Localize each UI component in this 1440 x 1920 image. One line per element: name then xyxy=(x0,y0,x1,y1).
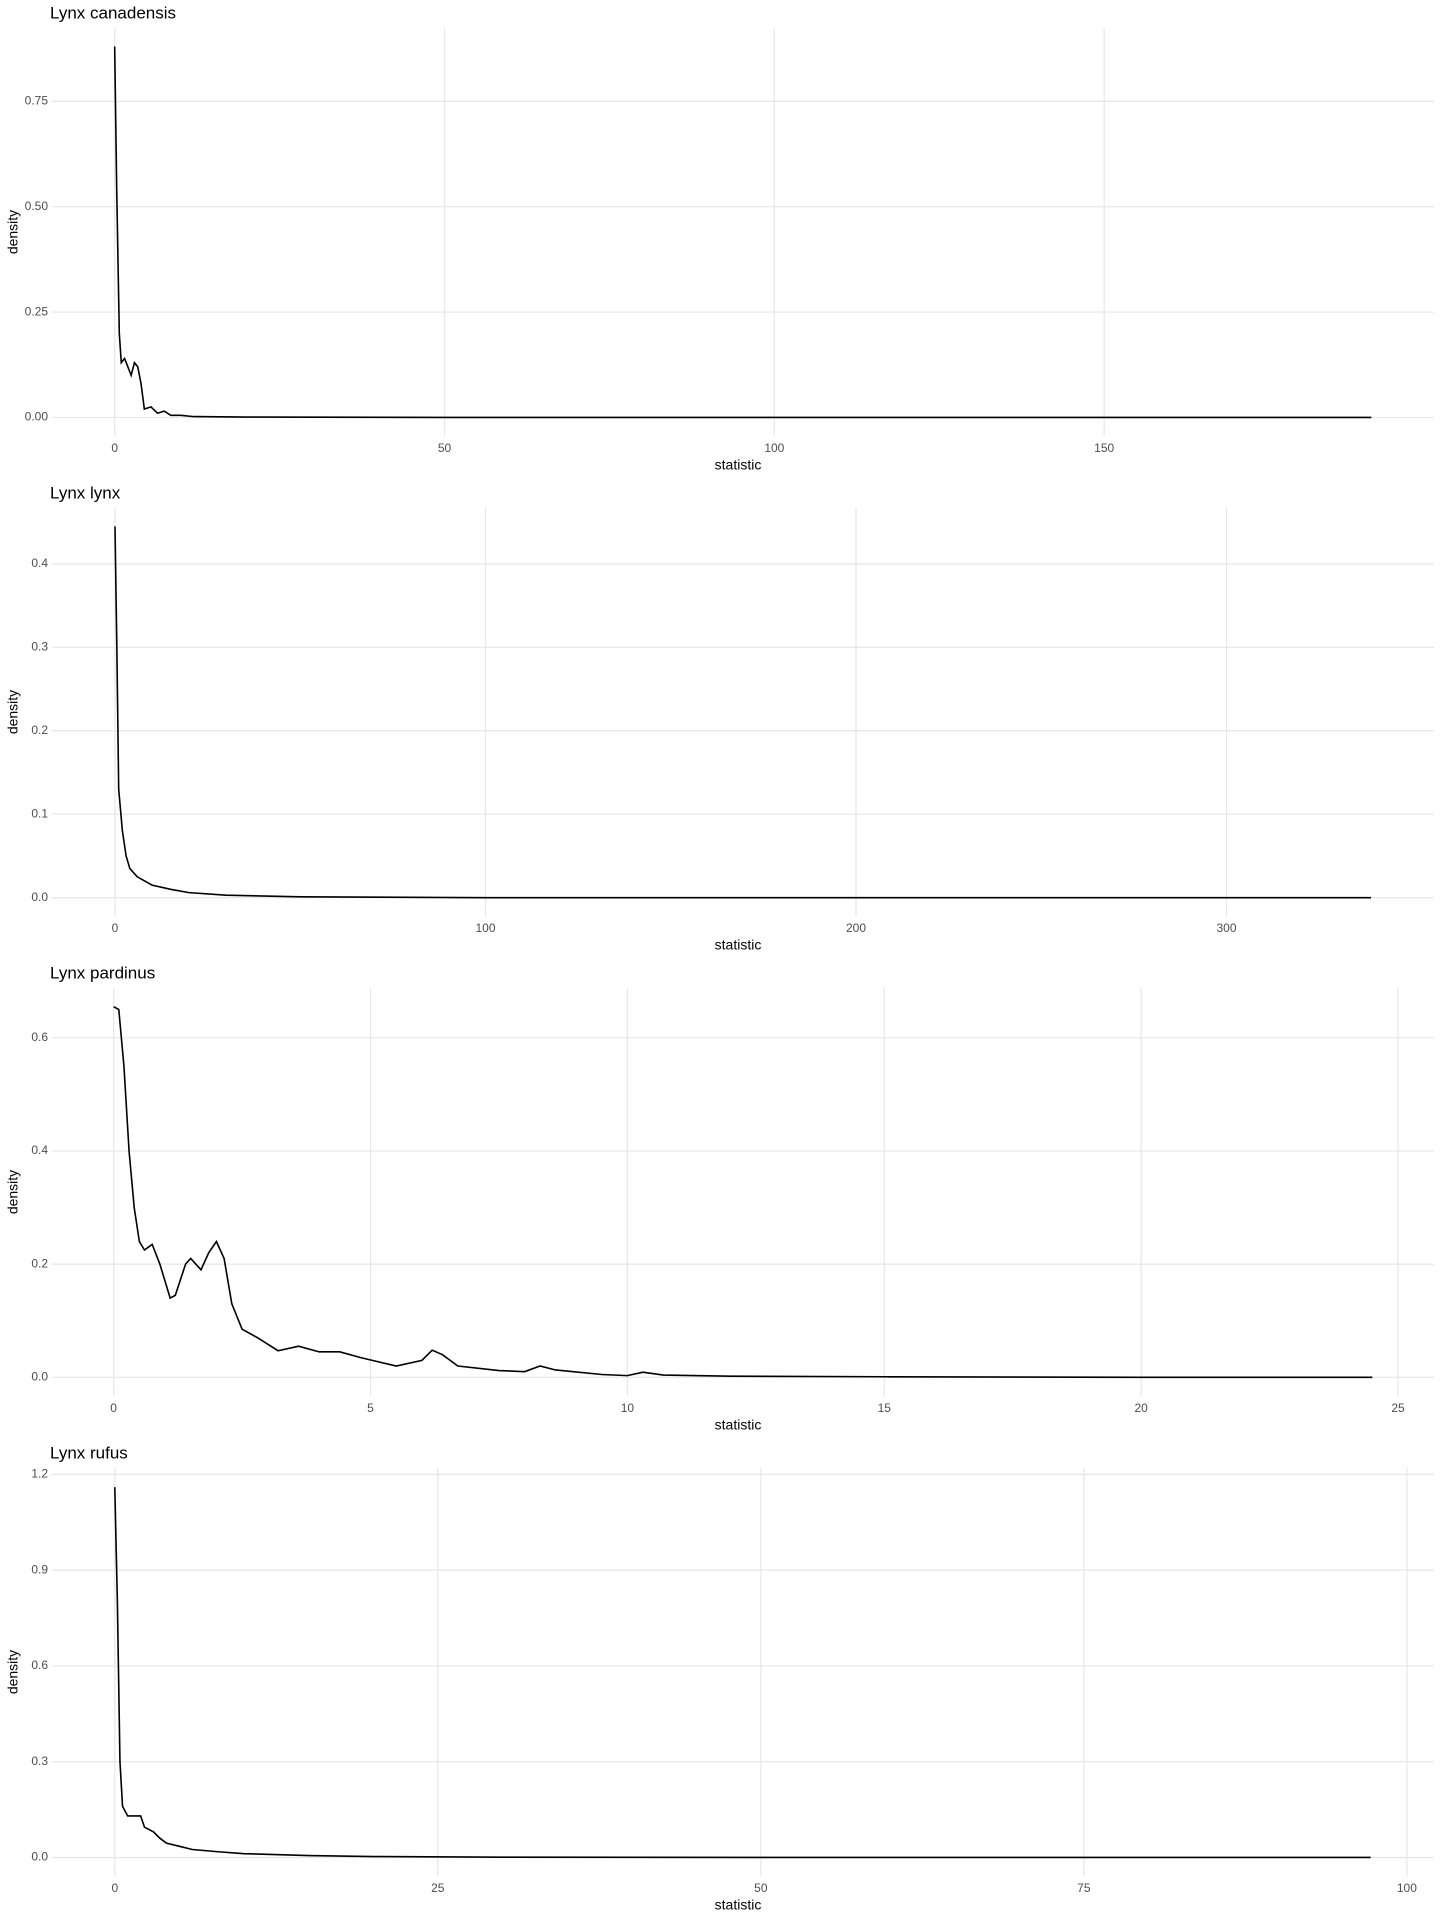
y-tick-label: 0.50 xyxy=(25,199,49,213)
x-tick-label: 100 xyxy=(1397,1881,1417,1895)
y-tick-label: 0.00 xyxy=(25,410,49,424)
x-axis-label: statistic xyxy=(715,457,762,473)
y-tick-label: 0.2 xyxy=(31,723,48,737)
y-tick-label: 0.0 xyxy=(31,1369,48,1383)
x-tick-label: 0 xyxy=(112,921,119,935)
x-tick-label: 100 xyxy=(764,441,784,455)
y-tick-label: 0.4 xyxy=(31,1143,48,1157)
x-tick-label: 50 xyxy=(754,1881,768,1895)
y-tick-label: 0.75 xyxy=(25,94,49,108)
y-tick-label: 0.4 xyxy=(31,556,48,570)
y-tick-label: 0.6 xyxy=(31,1030,48,1044)
x-tick-label: 300 xyxy=(1216,921,1236,935)
x-tick-label: 10 xyxy=(621,1401,635,1415)
panel-title: Lynx lynx xyxy=(50,483,121,502)
y-tick-label: 0.3 xyxy=(31,640,48,654)
x-axis-label: statistic xyxy=(715,937,762,953)
y-axis-label: density xyxy=(5,1170,21,1214)
y-tick-label: 0.0 xyxy=(31,890,48,904)
y-axis-label: density xyxy=(5,690,21,734)
density-line xyxy=(114,526,1372,899)
x-tick-label: 20 xyxy=(1134,1401,1148,1415)
y-tick-label: 0.2 xyxy=(31,1256,48,1270)
x-tick-label: 75 xyxy=(1077,1881,1091,1895)
y-axis-label: density xyxy=(5,1650,21,1694)
x-tick-label: 0 xyxy=(111,1881,118,1895)
x-tick-label: 200 xyxy=(846,921,866,935)
y-tick-label: 0.0 xyxy=(31,1850,48,1864)
x-axis-label: statistic xyxy=(715,1417,762,1433)
density-line xyxy=(113,46,1372,419)
x-tick-label: 0 xyxy=(111,441,118,455)
x-tick-label: 5 xyxy=(367,1401,374,1415)
y-tick-label: 0.3 xyxy=(31,1754,48,1768)
y-tick-label: 0.1 xyxy=(31,806,48,820)
x-tick-label: 50 xyxy=(438,441,452,455)
panel-title: Lynx canadensis xyxy=(50,3,176,22)
x-tick-label: 15 xyxy=(878,1401,892,1415)
y-tick-label: 0.9 xyxy=(31,1562,48,1576)
panel-title: Lynx pardinus xyxy=(50,963,155,982)
x-tick-label: 25 xyxy=(1391,1401,1405,1415)
y-axis-label: density xyxy=(5,210,21,254)
density-line xyxy=(113,1487,1371,1859)
panel-title: Lynx rufus xyxy=(50,1443,128,1462)
y-tick-label: 0.6 xyxy=(31,1658,48,1672)
x-tick-label: 0 xyxy=(110,1401,117,1415)
y-tick-label: 1.2 xyxy=(31,1467,48,1481)
x-axis-label: statistic xyxy=(715,1897,762,1913)
y-tick-label: 0.25 xyxy=(25,304,49,318)
density-line xyxy=(113,1005,1373,1379)
x-tick-label: 25 xyxy=(431,1881,445,1895)
x-tick-label: 150 xyxy=(1094,441,1114,455)
x-tick-label: 100 xyxy=(475,921,495,935)
